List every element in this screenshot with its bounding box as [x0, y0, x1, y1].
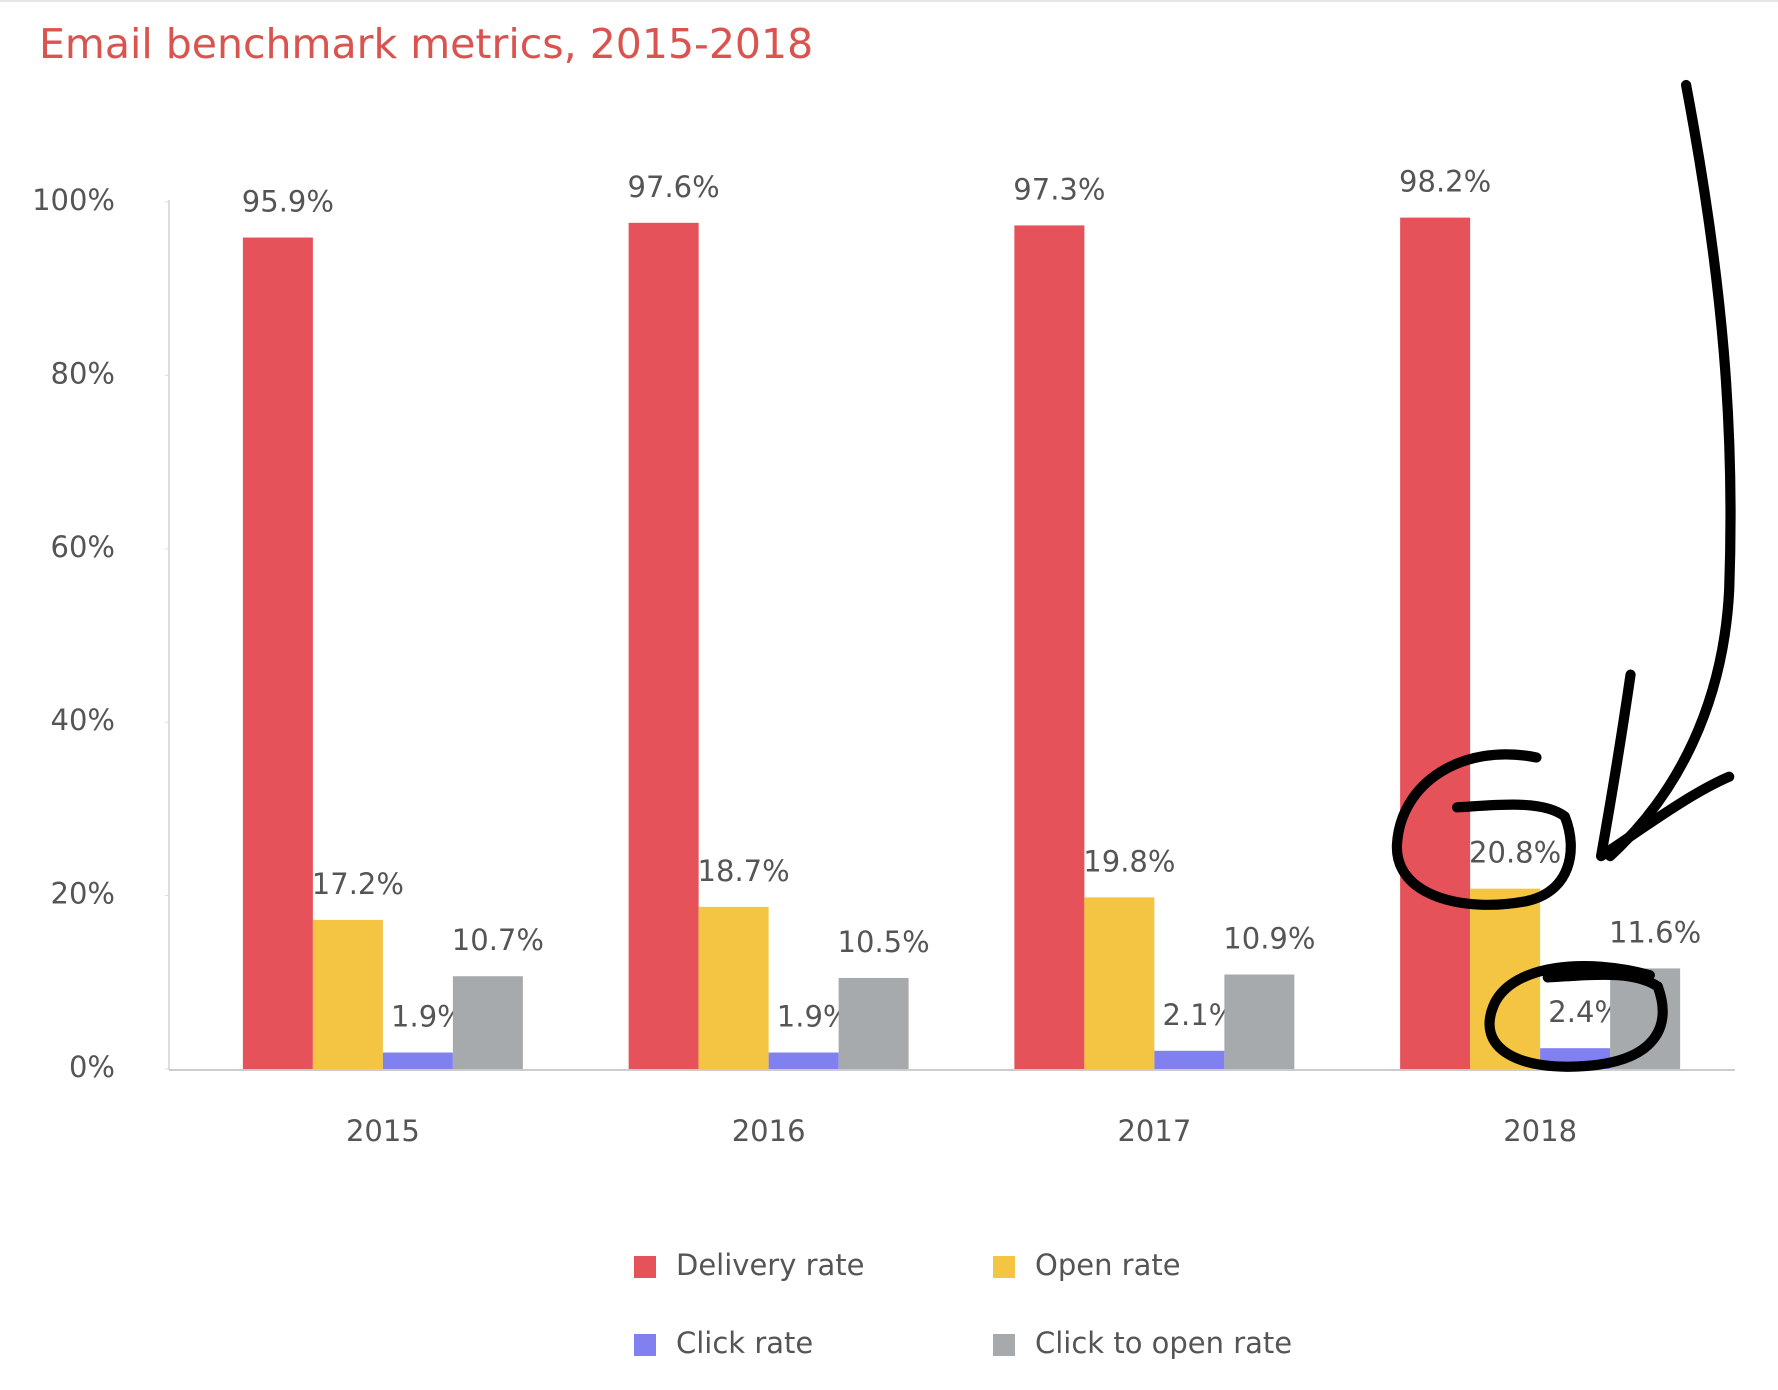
bar [382, 1052, 453, 1069]
legend-label: Click to open rate [1035, 1326, 1292, 1360]
plot: 0% 20% 40% 60% 80% 100% 2015 95.9% 17.2% 1.9% 10.7… [32, 165, 1701, 1148]
arrow-head [1595, 669, 1735, 862]
bar [768, 1052, 839, 1069]
legend-label: Delivery rate [676, 1248, 865, 1282]
data-label: 11.6% [1609, 915, 1701, 949]
bar [838, 977, 909, 1069]
x-tick-label: 2015 [346, 1114, 420, 1148]
legend-label: Open rate [1035, 1248, 1181, 1282]
chart-title: Email benchmark metrics, 2015-2018 [39, 20, 813, 68]
y-tick-label: 100% [32, 183, 115, 217]
x-tick-label: 2016 [732, 1114, 806, 1148]
legend-swatch [634, 1256, 656, 1278]
bar [1084, 897, 1155, 1069]
data-label: 97.6% [628, 170, 720, 204]
data-label: 2.1% [1163, 998, 1237, 1032]
data-label: 2.4% [1548, 995, 1622, 1029]
scribble-g [1391, 749, 1576, 910]
bar [1014, 225, 1085, 1069]
bar [312, 919, 383, 1069]
x-tick-label: 2017 [1117, 1114, 1191, 1148]
data-label: 10.7% [452, 923, 544, 957]
bar [242, 237, 313, 1069]
data-label: 10.5% [838, 925, 930, 959]
legend-swatch [993, 1256, 1015, 1278]
y-tick-label: 60% [51, 530, 115, 564]
bar [1400, 217, 1471, 1069]
bar [698, 906, 769, 1069]
y-tick-label: 40% [51, 703, 115, 737]
bar [452, 976, 523, 1069]
data-label: 98.2% [1399, 165, 1491, 199]
data-label: 17.2% [312, 867, 404, 901]
y-tick-label: 0% [69, 1050, 115, 1084]
data-label: 1.9% [777, 1000, 851, 1034]
scribble-g [1484, 961, 1668, 1072]
data-label: 97.3% [1013, 172, 1105, 206]
legend-swatch [993, 1334, 1015, 1356]
x-tick-label: 2018 [1503, 1114, 1577, 1148]
bar [628, 222, 699, 1070]
arrow-shaft [1605, 79, 1736, 862]
hand-annotation [1391, 79, 1736, 1072]
legend: Delivery rate Open rate Click rate Click to… [634, 1248, 1292, 1360]
data-label: 10.9% [1223, 921, 1315, 955]
bar [1154, 1050, 1225, 1069]
y-tick-label: 80% [51, 356, 115, 390]
y-tick-label: 20% [51, 877, 115, 911]
data-label: 1.9% [391, 1000, 465, 1034]
data-label: 19.8% [1083, 844, 1175, 878]
data-label: 95.9% [242, 185, 334, 219]
legend-label: Click rate [676, 1326, 813, 1360]
bar [1224, 974, 1295, 1069]
data-label: 18.7% [698, 854, 790, 888]
data-label: 20.8% [1469, 836, 1561, 870]
legend-swatch [634, 1334, 656, 1356]
